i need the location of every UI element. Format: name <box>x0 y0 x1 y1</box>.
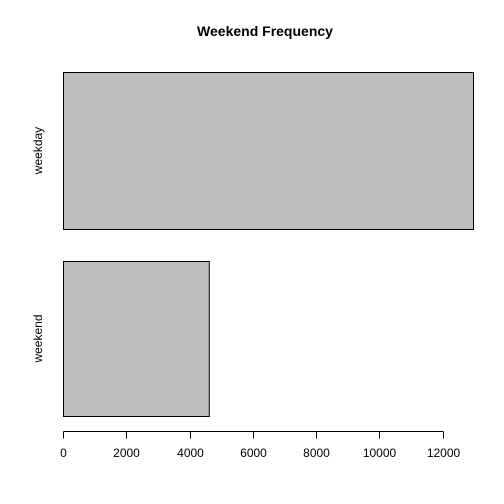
x-tick-label: 10000 <box>363 446 397 460</box>
chart-title: Weekend Frequency <box>197 23 333 39</box>
x-tick-label: 4000 <box>177 446 204 460</box>
category-labels: weekday weekend <box>31 127 45 364</box>
x-axis: 0 2000 4000 6000 8000 10000 12000 <box>60 431 461 460</box>
x-tick-label: 6000 <box>240 446 267 460</box>
x-tick-label: 0 <box>60 446 67 460</box>
category-label-weekend: weekend <box>31 314 45 363</box>
bar-weekday <box>63 72 474 230</box>
bars-layer <box>63 72 474 417</box>
x-tick-label: 12000 <box>427 446 461 460</box>
bar-weekend <box>63 261 210 417</box>
x-tick-label: 8000 <box>303 446 330 460</box>
x-tick-label: 2000 <box>113 446 140 460</box>
category-label-weekday: weekday <box>31 127 45 175</box>
